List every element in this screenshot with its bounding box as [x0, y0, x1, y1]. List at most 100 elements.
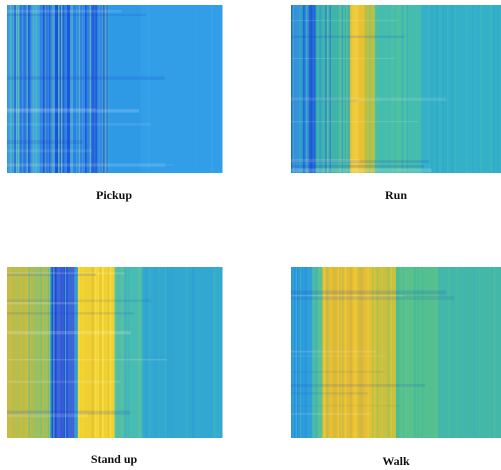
heatmap-stripe	[82, 5, 84, 173]
heatmap-stripe	[70, 5, 72, 173]
heatmap-stripe	[291, 412, 371, 415]
heatmap-stripe	[303, 5, 305, 173]
heatmap-stripe	[378, 5, 380, 173]
heatmap-stripe	[16, 267, 18, 438]
heatmap-stripe	[304, 5, 307, 173]
heatmap-stripe	[195, 5, 197, 173]
heatmap-stripe	[309, 5, 311, 173]
heatmap-stripe	[291, 267, 293, 438]
heatmap-stripe	[478, 5, 480, 173]
heatmap-stripe	[56, 267, 58, 438]
heatmap-stripe	[466, 5, 468, 173]
heatmap-stripe	[77, 267, 81, 438]
heatmap-stripe	[107, 267, 110, 438]
heatmap-stripe	[64, 5, 67, 173]
heatmap-stripe	[291, 97, 447, 102]
heatmap-stripe	[56, 5, 59, 173]
heatmap-stripe	[465, 267, 467, 438]
heatmap-stripe	[291, 296, 455, 300]
heatmap-stripe	[334, 267, 336, 438]
heatmap-stripe	[328, 5, 331, 173]
heatmap-stripe	[327, 267, 330, 438]
caption: Run	[385, 188, 407, 202]
heatmap-stripe	[43, 5, 46, 173]
heatmap-stripe	[291, 383, 426, 387]
heatmap-stripe	[421, 5, 501, 173]
heatmap-stripe	[214, 267, 217, 438]
heatmap-stripe	[325, 5, 328, 173]
heatmap-stripe	[361, 267, 364, 438]
heatmap-stripe	[490, 267, 493, 438]
heatmap-stripe	[291, 19, 398, 22]
heatmap-stripe	[337, 267, 339, 438]
heatmap-stripe	[349, 5, 352, 173]
heatmap-stripe	[17, 5, 20, 173]
heatmap-stripe	[30, 267, 32, 438]
heatmap-stripe	[101, 5, 104, 173]
heatmap-stripe	[11, 5, 13, 173]
heatmap-stripe	[490, 5, 492, 173]
heatmap-stripe	[340, 5, 343, 173]
heatmap-stripe	[446, 5, 449, 173]
heatmap-stripe	[387, 267, 389, 438]
heatmap-stripe	[7, 108, 96, 111]
heatmap-stripe	[497, 5, 500, 173]
heatmap-stripe	[474, 267, 476, 438]
heatmap-stripe	[291, 295, 405, 297]
heatmap-stripe	[396, 5, 398, 173]
heatmap-stripe	[478, 267, 480, 438]
heatmap-stripe	[89, 5, 92, 173]
heatmap-stripe	[436, 5, 439, 173]
heatmap-stripe	[7, 149, 92, 153]
heatmap-stripe	[28, 5, 31, 173]
heatmap-stripe	[185, 267, 188, 438]
heatmap-stripe	[66, 267, 68, 438]
heatmap-stripe	[91, 5, 93, 173]
heatmap-stripe	[52, 5, 54, 173]
heatmap-stripe	[430, 5, 432, 173]
heatmap-stripe	[301, 5, 303, 173]
heatmap-stripe	[37, 5, 40, 173]
heatmap-stripe	[54, 267, 57, 438]
heatmap-stripe	[375, 5, 378, 173]
heatmap-stripe	[435, 267, 437, 438]
heatmap-stripe	[51, 267, 54, 438]
heatmap-stripe	[7, 123, 151, 126]
heatmap-stripe	[31, 5, 33, 173]
heatmap-stripe	[388, 267, 391, 438]
heatmap-stripe	[454, 267, 457, 438]
heatmap-stripe	[48, 267, 50, 438]
heatmap-stripe	[40, 5, 43, 173]
heatmap-stripe	[484, 267, 486, 438]
heatmap-stripe	[120, 267, 123, 438]
heatmap-stripe	[414, 267, 416, 438]
heatmap-stripe	[86, 5, 89, 173]
heatmap-stripe	[125, 267, 127, 438]
heatmap-stripe	[25, 5, 28, 173]
heatmap-stripe	[68, 5, 71, 173]
heatmap-stripe	[403, 5, 406, 173]
heatmap-stripe	[22, 5, 24, 173]
heatmap-stripe	[94, 267, 97, 438]
heatmap-stripe	[97, 5, 99, 173]
heatmap-stripe	[148, 267, 151, 438]
heatmap-stripe	[7, 410, 130, 415]
heatmap-stripe	[354, 267, 357, 438]
heatmap-stripe	[92, 5, 94, 173]
heatmap-stripe	[291, 290, 447, 295]
heatmap-stripe	[316, 5, 351, 173]
heatmap-stripe	[291, 350, 377, 353]
heatmap-stripe	[297, 5, 299, 173]
heatmap-stripe	[63, 267, 66, 438]
heatmap-stripe	[65, 5, 68, 173]
heatmap-stripe	[117, 267, 120, 438]
heatmap-stripe	[71, 5, 74, 173]
heatmap-stripe	[291, 159, 360, 163]
heatmap-stripe	[217, 267, 220, 438]
heatmap-stripe	[16, 5, 18, 173]
heatmap-stripe	[7, 413, 88, 418]
heatmap-stripe	[319, 267, 322, 438]
heatmap-stripe	[406, 5, 408, 173]
heatmap-stripe	[312, 267, 323, 438]
heatmap-stripe	[191, 267, 195, 438]
